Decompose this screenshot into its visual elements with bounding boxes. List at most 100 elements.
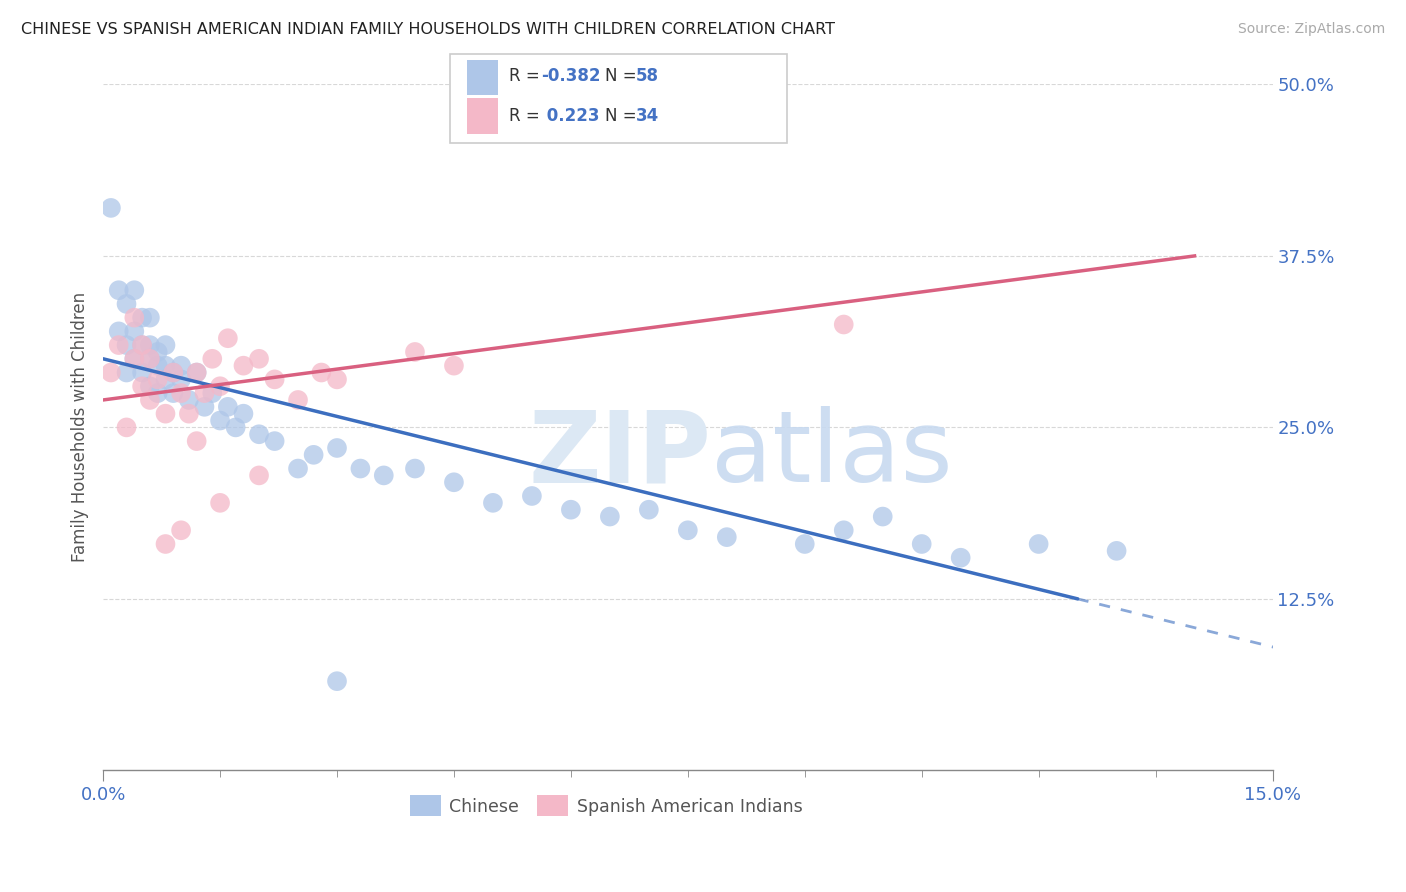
Point — [170, 523, 193, 537]
Point — [131, 379, 153, 393]
Text: CHINESE VS SPANISH AMERICAN INDIAN FAMILY HOUSEHOLDS WITH CHILDREN CORRELATION C: CHINESE VS SPANISH AMERICAN INDIAN FAMIL… — [21, 22, 835, 37]
Point — [287, 461, 309, 475]
Point — [139, 392, 162, 407]
Point — [107, 283, 129, 297]
Text: R =: R = — [509, 67, 546, 85]
Point — [443, 359, 465, 373]
Text: -0.382: -0.382 — [541, 67, 600, 85]
Point — [247, 351, 270, 366]
Text: 0.223: 0.223 — [541, 107, 600, 125]
Point — [349, 461, 371, 475]
Point — [311, 366, 333, 380]
Point — [155, 407, 177, 421]
Point — [162, 386, 184, 401]
Point — [832, 318, 855, 332]
Point — [124, 283, 146, 297]
Point — [443, 475, 465, 490]
Point — [193, 386, 215, 401]
Point — [716, 530, 738, 544]
Legend: Chinese, Spanish American Indians: Chinese, Spanish American Indians — [402, 789, 810, 823]
Point — [124, 324, 146, 338]
Point — [793, 537, 815, 551]
Point — [193, 400, 215, 414]
Point — [520, 489, 543, 503]
Point — [1105, 544, 1128, 558]
Point — [146, 386, 169, 401]
Point — [263, 372, 285, 386]
Point — [911, 537, 934, 551]
Point — [100, 366, 122, 380]
Point — [115, 366, 138, 380]
Point — [100, 201, 122, 215]
Point — [124, 351, 146, 366]
Point — [247, 468, 270, 483]
Point — [209, 496, 232, 510]
Point — [225, 420, 247, 434]
Point — [131, 338, 153, 352]
Point — [560, 502, 582, 516]
Point — [217, 331, 239, 345]
Point — [326, 674, 349, 689]
Point — [287, 392, 309, 407]
Point — [186, 366, 208, 380]
Point — [115, 420, 138, 434]
Point — [232, 407, 254, 421]
Point — [170, 386, 193, 401]
Point — [139, 379, 162, 393]
Point — [209, 379, 232, 393]
Point — [139, 310, 162, 325]
Point — [872, 509, 894, 524]
Point — [177, 407, 200, 421]
Text: 58: 58 — [636, 67, 658, 85]
Point — [162, 366, 184, 380]
Point — [404, 461, 426, 475]
Point — [209, 413, 232, 427]
Point — [107, 338, 129, 352]
Text: N =: N = — [605, 67, 641, 85]
Point — [373, 468, 395, 483]
Text: ZIP: ZIP — [529, 407, 711, 503]
Text: N =: N = — [605, 107, 641, 125]
Text: Source: ZipAtlas.com: Source: ZipAtlas.com — [1237, 22, 1385, 37]
Text: atlas: atlas — [711, 407, 953, 503]
Point — [162, 366, 184, 380]
Point — [186, 366, 208, 380]
Point — [599, 509, 621, 524]
Point — [124, 310, 146, 325]
Point — [170, 359, 193, 373]
Point — [232, 359, 254, 373]
Point — [832, 523, 855, 537]
Point — [1028, 537, 1050, 551]
Point — [482, 496, 505, 510]
Point — [115, 297, 138, 311]
Point — [124, 351, 146, 366]
Y-axis label: Family Households with Children: Family Households with Children — [72, 293, 89, 563]
Point — [131, 310, 153, 325]
Point — [404, 345, 426, 359]
Point — [131, 338, 153, 352]
Point — [170, 372, 193, 386]
Point — [139, 351, 162, 366]
Point — [201, 386, 224, 401]
Point — [155, 537, 177, 551]
Point — [107, 324, 129, 338]
Text: R =: R = — [509, 107, 546, 125]
Point — [676, 523, 699, 537]
Point — [326, 372, 349, 386]
Text: 34: 34 — [636, 107, 659, 125]
Point — [131, 366, 153, 380]
Point — [949, 550, 972, 565]
Point — [139, 338, 162, 352]
Point — [155, 359, 177, 373]
Point — [217, 400, 239, 414]
Point — [263, 434, 285, 449]
Point — [326, 441, 349, 455]
Point — [139, 351, 162, 366]
Point — [146, 359, 169, 373]
Point — [186, 434, 208, 449]
Point — [201, 351, 224, 366]
Point — [115, 338, 138, 352]
Point — [177, 392, 200, 407]
Point — [637, 502, 659, 516]
Point — [146, 372, 169, 386]
